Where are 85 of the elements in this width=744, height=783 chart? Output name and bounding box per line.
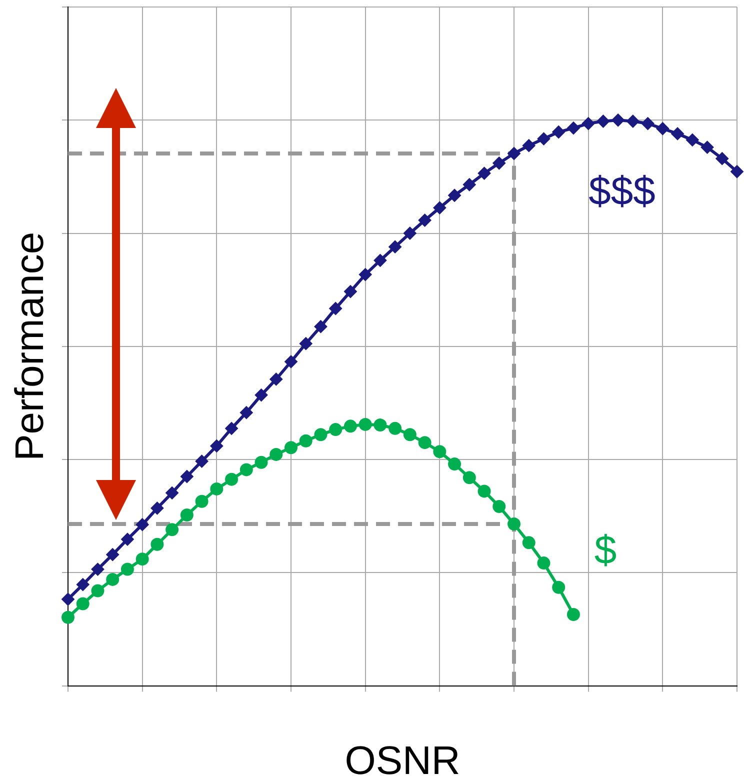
- point: [166, 523, 179, 536]
- point: [210, 482, 224, 496]
- point: [596, 114, 610, 128]
- point: [358, 268, 372, 282]
- point: [76, 597, 90, 610]
- point: [136, 518, 149, 532]
- point: [388, 422, 402, 435]
- point: [626, 114, 640, 128]
- point: [299, 434, 312, 448]
- y-axis-title: Performance: [8, 232, 52, 461]
- point: [62, 592, 74, 606]
- point: [716, 152, 729, 166]
- point: [566, 122, 580, 135]
- point: [240, 463, 253, 476]
- point: [225, 472, 238, 486]
- point: [136, 552, 149, 566]
- point: [462, 178, 476, 192]
- point: [566, 608, 580, 622]
- point: [403, 428, 416, 442]
- point: [254, 456, 268, 469]
- point: [254, 388, 268, 402]
- point: [120, 562, 134, 576]
- point: [358, 418, 372, 431]
- point: [552, 126, 566, 139]
- point: [492, 500, 506, 513]
- point: [106, 572, 120, 586]
- point: [492, 156, 506, 170]
- point: [433, 201, 446, 214]
- point: [448, 458, 462, 471]
- point: [537, 132, 550, 146]
- point: [62, 610, 74, 624]
- point: [418, 214, 432, 227]
- point: [686, 133, 699, 146]
- point: [195, 494, 208, 508]
- point: [537, 556, 550, 570]
- point: [433, 445, 446, 458]
- point: [344, 285, 357, 298]
- series-label: $$$: [588, 170, 656, 214]
- point: [478, 166, 491, 180]
- point: [284, 441, 298, 454]
- point: [195, 454, 208, 468]
- point: [656, 122, 670, 136]
- point: [166, 486, 179, 500]
- point: [388, 240, 402, 254]
- point: [374, 418, 387, 432]
- point: [418, 436, 432, 450]
- point: [374, 254, 387, 267]
- point: [671, 127, 684, 140]
- point: [225, 422, 238, 435]
- point: [552, 580, 566, 594]
- point: [478, 484, 491, 498]
- point: [582, 117, 595, 130]
- point: [91, 562, 104, 576]
- point: [150, 502, 164, 515]
- point: [150, 538, 164, 551]
- point: [240, 406, 253, 420]
- point: [462, 471, 476, 484]
- series-label: $: [594, 528, 617, 573]
- point: [329, 423, 342, 436]
- point: [314, 428, 328, 442]
- point: [106, 548, 120, 562]
- point: [508, 147, 520, 160]
- point: [730, 165, 744, 178]
- x-axis-title: OSNR: [344, 739, 460, 783]
- point: [522, 139, 536, 152]
- point: [522, 536, 536, 550]
- point: [508, 518, 520, 531]
- point: [329, 302, 342, 315]
- point: [314, 320, 328, 334]
- point: [270, 448, 283, 461]
- point: [180, 508, 194, 522]
- point: [299, 337, 312, 350]
- point: [448, 188, 462, 202]
- point: [344, 420, 357, 433]
- point: [700, 140, 714, 154]
- point: [76, 578, 90, 592]
- point: [641, 117, 654, 130]
- point: [403, 226, 416, 240]
- point: [120, 532, 134, 546]
- point: [91, 584, 104, 598]
- point: [180, 470, 194, 484]
- point: [284, 355, 298, 368]
- point: [270, 372, 283, 386]
- point: [210, 439, 224, 452]
- point: [612, 114, 625, 127]
